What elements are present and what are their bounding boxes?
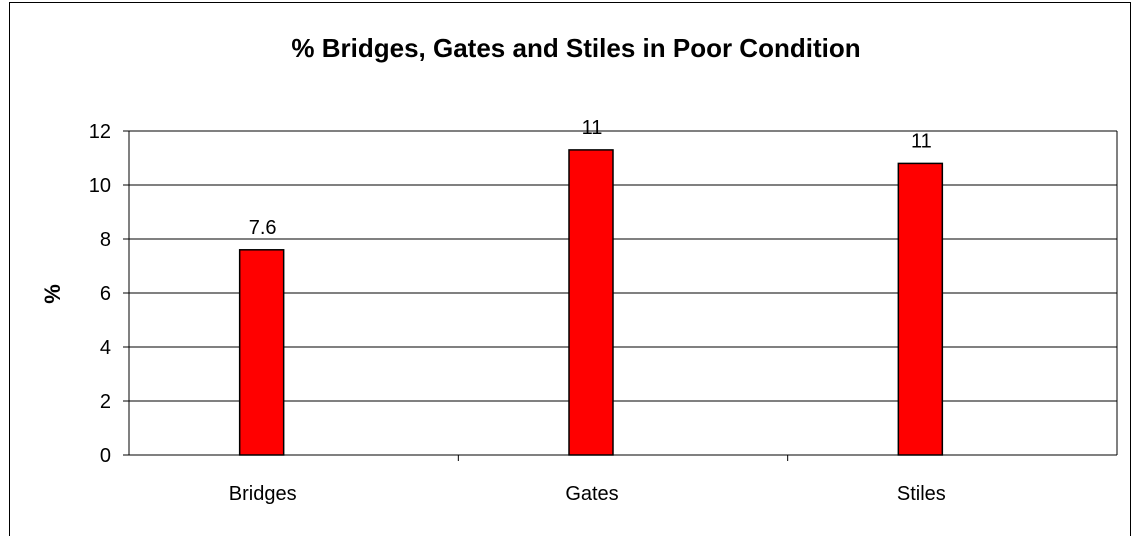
plot-area: 0 2 4 6 8 10 12 7.6 Bridges 11 Gates 11 Stiles — [89, 117, 1118, 505]
y-tick-label-1: 2 — [100, 391, 111, 413]
chart-title: % Bridges, Gates and Stiles in Poor Cond… — [291, 33, 860, 63]
bar-stiles — [897, 162, 944, 456]
y-tick-label-6: 12 — [89, 121, 111, 143]
y-tick-label-5: 10 — [89, 175, 111, 197]
y-tick-label-2: 4 — [100, 337, 111, 359]
data-label-stiles: 11 — [911, 130, 932, 152]
data-label-bridges: 7.6 — [249, 217, 277, 239]
chart-frame — [9, 2, 1131, 536]
y-tick-label-3: 6 — [100, 283, 111, 305]
x-tick-label-stiles: Stiles — [897, 483, 946, 505]
y-tick-label-4: 8 — [100, 229, 111, 251]
data-label-gates: 11 — [582, 117, 603, 139]
bar-gates — [568, 149, 614, 456]
x-tick-label-bridges: Bridges — [229, 483, 297, 505]
y-axis-label: % — [40, 284, 65, 304]
bar-bridges — [238, 249, 285, 456]
x-tick-label-gates: Gates — [565, 483, 618, 505]
y-tick-label-0: 0 — [100, 445, 111, 467]
